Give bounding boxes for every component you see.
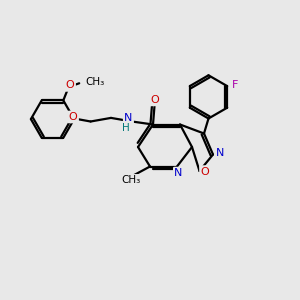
Text: O: O xyxy=(200,167,209,177)
Text: O: O xyxy=(69,112,78,122)
Text: N: N xyxy=(174,168,183,178)
Text: N: N xyxy=(215,148,224,158)
Text: CH₃: CH₃ xyxy=(85,77,104,87)
Text: H: H xyxy=(122,122,130,133)
Text: F: F xyxy=(232,80,238,90)
Text: O: O xyxy=(66,80,75,90)
Text: CH₃: CH₃ xyxy=(121,175,140,185)
Text: O: O xyxy=(150,95,159,105)
Text: N: N xyxy=(124,113,133,123)
